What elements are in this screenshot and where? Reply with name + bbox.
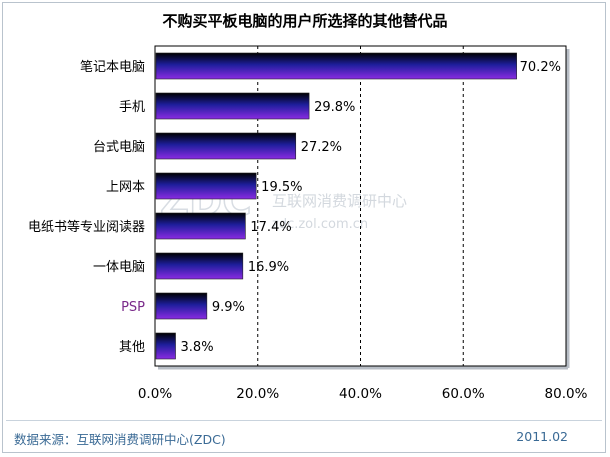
value-label: 16.9% [248,260,289,275]
bar [155,172,257,200]
category-label: 一体电脑 [93,260,145,275]
value-labels: 70.2% 29.8% 27.2% 19.5% 17.4% 16.9% 9.9% 3.8% [181,60,561,355]
value-label: 19.5% [261,180,302,195]
bar [155,92,310,120]
value-label: 3.8% [181,340,214,355]
bar [155,52,517,80]
bar [155,252,244,280]
category-label: 笔记本电脑 [80,59,145,75]
x-tick-labels: 0.0% 20.0% 40.0% 60.0% 80.0% [138,386,588,402]
watermark-name: 互联网消费调研中心 [272,192,407,210]
bar [155,212,246,240]
chart-title: 不购买平板电脑的用户所选择的其他替代品 [162,12,448,30]
bar [155,332,176,360]
report-date: 2011.02 [516,429,568,444]
category-label: PSP [121,300,145,315]
category-label: 电纸书等专业阅读器 [28,219,145,235]
data-source: 数据来源：互联网消费调研中心(ZDC) [14,432,226,447]
category-label: 上网本 [106,180,145,195]
gridlines [154,45,570,370]
bar [155,292,208,320]
category-label: 其他 [119,340,145,355]
x-tick-label: 0.0% [138,386,172,402]
value-label: 70.2% [520,60,561,75]
value-label: 27.2% [301,140,342,155]
category-label: 手机 [119,100,145,115]
category-label: 台式电脑 [93,140,145,155]
bars [155,52,517,360]
x-tick-label: 40.0% [339,386,382,402]
bar [155,132,297,160]
value-label: 29.8% [314,100,355,115]
watermark-url: zdc.zol.com.cn [272,217,368,232]
x-tick-label: 80.0% [545,386,588,402]
x-tick-label: 20.0% [236,386,279,402]
value-label: 17.4% [250,220,291,235]
footer-divider [6,420,602,421]
x-tick-label: 60.0% [442,386,485,402]
value-label: 9.9% [212,300,245,315]
